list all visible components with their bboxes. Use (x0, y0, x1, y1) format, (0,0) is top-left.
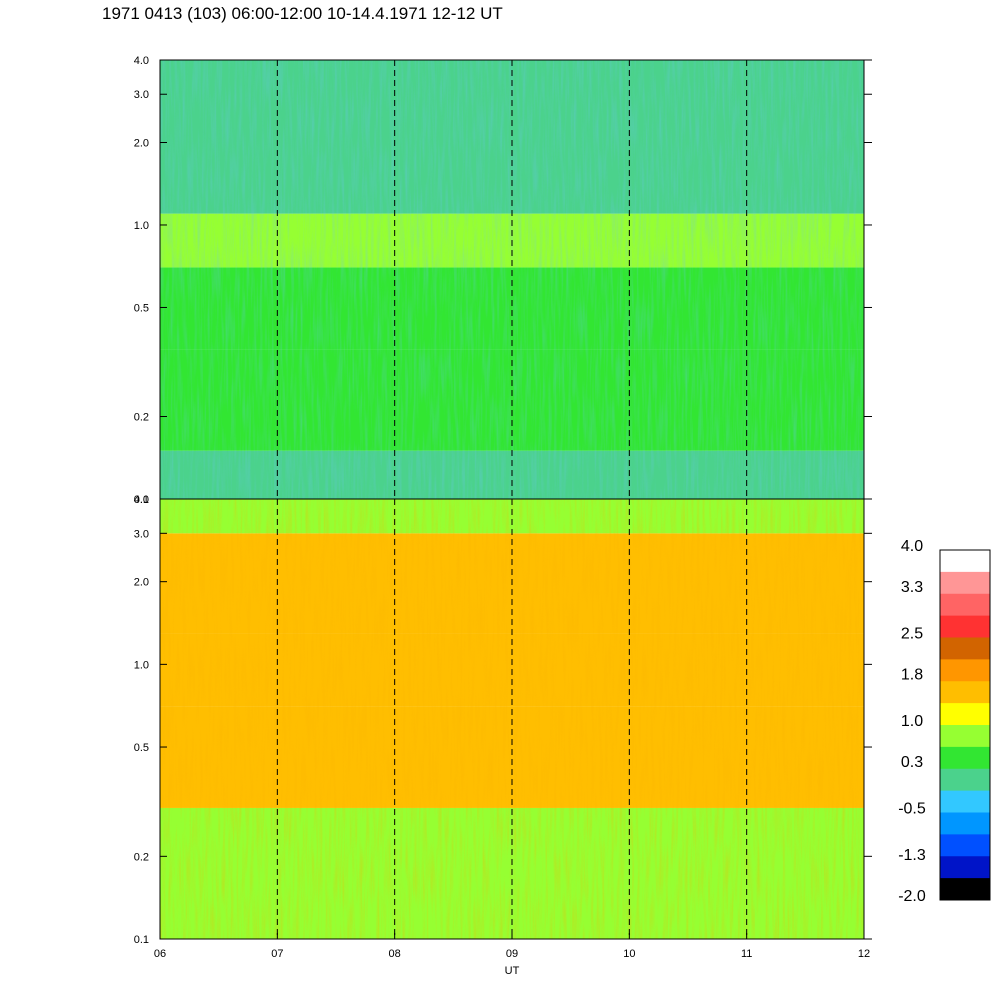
x-tick-label: 12 (858, 948, 870, 960)
upper-panel: 0.1 0.2 0.5 1.0 2.0 3.0 4.0 (134, 55, 872, 506)
y-tick-label: 0.1 (134, 934, 149, 946)
x-tick-label: 10 (623, 948, 635, 960)
colorbar-swatch (940, 746, 990, 770)
y-tick-label: 1.0 (134, 659, 149, 671)
colorbar-frame (939, 549, 991, 901)
colorbar-label: 0.3 (901, 754, 923, 771)
colorbar-label: 4.0 (901, 538, 923, 555)
colorbar-swatch (940, 637, 990, 660)
colorbar-swatch (940, 812, 990, 835)
x-axis-label: UT (505, 965, 520, 977)
x-tick-label: 08 (389, 948, 401, 960)
colorbar-swatch (940, 768, 990, 792)
chart-title: 1971 0413 (103) 06:00-12:00 10-14.4.1971… (102, 4, 503, 23)
y-tick-label: 3.0 (134, 528, 149, 540)
y-tick-label: 4.0 (134, 55, 149, 67)
x-tick-label: 06 (154, 948, 166, 960)
x-tick-label: 11 (741, 948, 752, 960)
colorbar-swatch (940, 615, 990, 638)
colorbar-swatch (940, 550, 990, 573)
y-tick-label: 1.0 (134, 220, 149, 232)
y-tick-label: 0.2 (134, 412, 149, 424)
colorbar-label: -2.0 (898, 888, 926, 905)
y-tick-label: 2.0 (134, 577, 149, 589)
colorbar-label: 1.0 (901, 713, 923, 730)
y-tick-label: 0.1 (134, 494, 149, 506)
y-tick-label: 0.2 (134, 851, 149, 863)
colorbar-swatch (940, 856, 990, 879)
x-tick-label: 07 (271, 948, 283, 960)
y-tick-label: 0.5 (134, 302, 149, 314)
colorbar-swatch (940, 834, 990, 857)
colorbar-label: 2.5 (901, 626, 923, 643)
colorbar-label: 1.8 (901, 666, 923, 683)
colorbar-swatch (940, 571, 990, 595)
y-tick-label: 4.0 (134, 494, 149, 506)
colorbar-swatch (940, 790, 990, 813)
y-tick-label: 0.5 (134, 742, 149, 754)
colorbar-swatch (940, 659, 990, 682)
colorbar-label: -0.5 (898, 801, 926, 818)
colorbar-swatch (940, 703, 990, 726)
x-tick-label: 09 (506, 948, 518, 960)
lower-panel: 0.1 0.2 0.5 1.0 2.0 3.0 4.0 (134, 494, 872, 946)
y-tick-label: 2.0 (134, 137, 149, 149)
colorbar-swatch (940, 878, 990, 901)
colorbar-swatch (940, 681, 990, 704)
colorbar-label: 3.3 (901, 579, 923, 596)
colorbar-swatch (940, 725, 990, 748)
y-tick-label: 3.0 (134, 89, 149, 101)
colorbar-swatch (940, 593, 990, 617)
colorbar-label: -1.3 (898, 847, 926, 864)
